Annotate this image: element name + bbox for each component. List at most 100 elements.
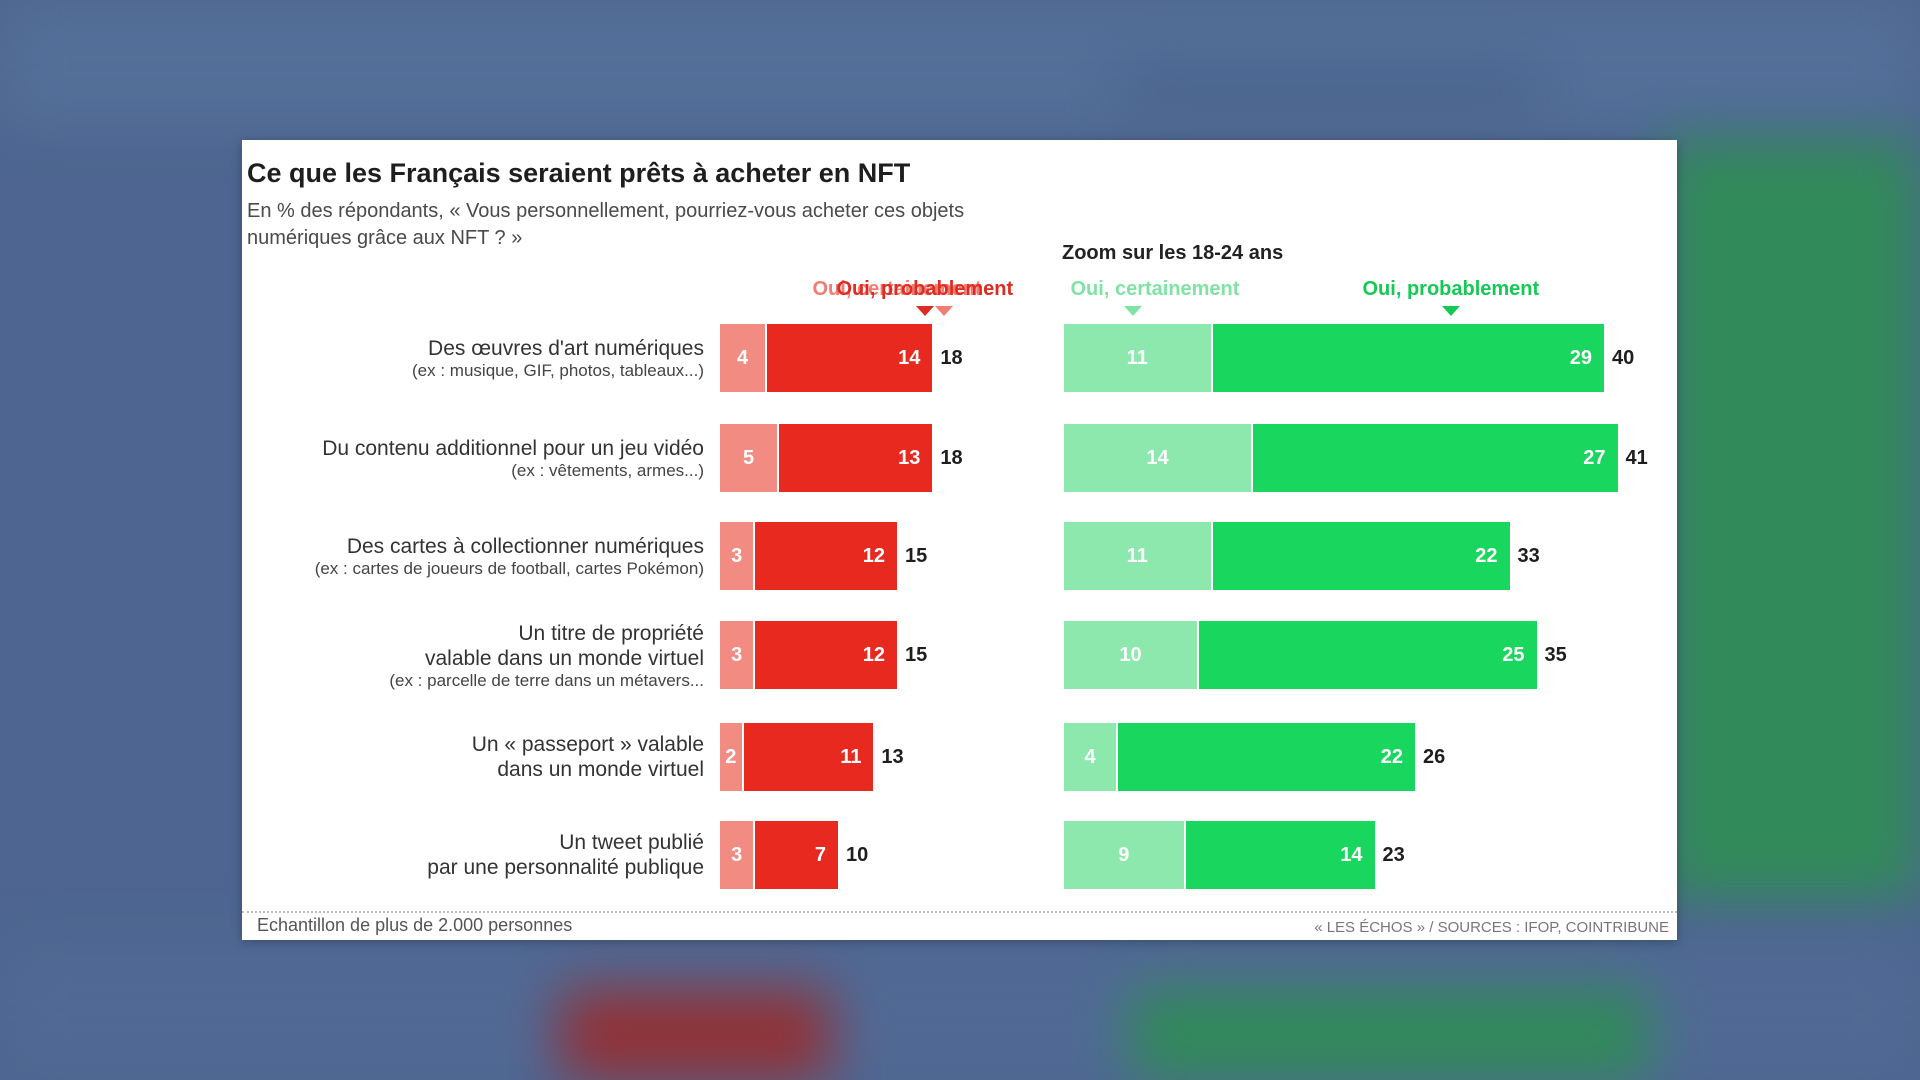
bar-certainement-all: 2 [720, 723, 742, 791]
chart-panel: Ce que les Français seraient prêts à ach… [242, 140, 1677, 940]
category-label-main: Du contenu additionnel pour un jeu vidéo [322, 437, 704, 460]
bar-total-label: 10 [846, 844, 869, 866]
category-label-main: Un tweet publié par une personnalité pub… [427, 831, 704, 879]
bar-probablement-all: 7 [755, 821, 838, 889]
bar-total-label: 23 [1382, 844, 1405, 866]
zoom-title: Zoom sur les 18-24 ans [1062, 242, 1284, 264]
category-label-main: Un titre de propriété valable dans un mo… [424, 621, 704, 670]
category-label: Du contenu additionnel pour un jeu vidéo… [322, 436, 704, 480]
category-label: Des cartes à collectionner numériques (ex… [315, 534, 704, 578]
category-label: Un tweet publié par une personnalité pub… [427, 830, 704, 880]
legend-arrow-icon [1442, 306, 1460, 316]
bar-value-label: 11 [1126, 347, 1148, 369]
bar-total-label: 33 [1517, 545, 1540, 567]
legend-item-probablement-all: Oui, probablement [836, 278, 1014, 316]
background-blur-green-bar [1130, 990, 1650, 1080]
legend-label: Oui, probablement [836, 278, 1014, 300]
bar-probablement-18-24: 22 [1118, 723, 1415, 791]
bar-probablement-all: 11 [743, 723, 874, 791]
background-blur-text [1120, 70, 1540, 110]
bar-probablement-all: 13 [779, 424, 933, 492]
bar-value-label: 27 [1583, 447, 1606, 469]
bar-value-label: 22 [1380, 746, 1403, 768]
bar-value-label: 12 [862, 545, 885, 567]
bars-all-respondents: 4 14 18 5 13 18 3 12 15 3 12 15 2 11 13 3 7 10 [720, 140, 1050, 940]
category-label: Des œuvres d'art numériques (ex : musique… [412, 336, 704, 380]
legend-label: Oui, certainement [1070, 278, 1240, 300]
legend-label: Oui, certainement [812, 278, 982, 300]
bar-value-label: 22 [1475, 545, 1498, 567]
bar-probablement-all: 12 [755, 621, 897, 689]
bar-probablement-18-24: 25 [1199, 621, 1537, 689]
category-label: Un titre de propriété valable dans un mo… [389, 621, 704, 690]
chart-title: Ce que les Français seraient prêts à ach… [247, 158, 911, 188]
bar-total-label: 18 [940, 347, 963, 369]
bar-value-label: 11 [840, 746, 862, 768]
legend-item-certainement-all: Oui, certainement [812, 278, 982, 316]
bar-value-label: 7 [814, 844, 826, 866]
bar-certainement-all: 3 [720, 821, 754, 889]
bar-certainement-all: 5 [720, 424, 777, 492]
category-label-example: (ex : parcelle de terre dans un métavers… [389, 670, 704, 690]
bar-value-label: 14 [1146, 447, 1169, 469]
background-blur-green-right [1660, 140, 1920, 900]
bar-total-label: 35 [1544, 644, 1567, 666]
bar-value-label: 5 [742, 447, 755, 469]
bar-total-label: 15 [905, 644, 928, 666]
category-label-example: (ex : musique, GIF, photos, tableaux...) [412, 361, 704, 380]
bar-value-label: 12 [862, 644, 885, 666]
category-label-main: Un « passeport » valable dans un monde v… [471, 733, 704, 781]
footer-divider [242, 911, 1677, 913]
bar-certainement-18-24: 9 [1064, 821, 1184, 889]
bar-total-label: 13 [881, 746, 904, 768]
bar-probablement-all: 12 [755, 522, 897, 590]
bar-probablement-18-24: 14 [1185, 821, 1375, 889]
background-blur-red-bar [560, 990, 830, 1080]
background-blur-top [0, 0, 1920, 130]
legend-arrow-icon [935, 306, 954, 316]
bar-value-label: 29 [1569, 347, 1592, 369]
bar-value-label: 25 [1502, 644, 1525, 666]
category-label-example: (ex : vêtements, armes...) [511, 461, 704, 480]
bar-value-label: 3 [731, 644, 743, 666]
bar-probablement-all: 14 [767, 324, 933, 392]
bar-value-label: 3 [731, 545, 743, 567]
category-label-main: Des œuvres d'art numériques [428, 337, 704, 360]
legend-label: Oui, probablement [1362, 278, 1540, 300]
legend-item-certainement-18-24: Oui, certainement [1070, 278, 1240, 316]
bar-probablement-18-24: 29 [1212, 324, 1604, 392]
bar-certainement-all: 3 [720, 621, 754, 689]
bar-value-label: 14 [898, 347, 921, 369]
bar-probablement-18-24: 27 [1253, 424, 1618, 492]
bar-value-label: 4 [737, 347, 749, 369]
bar-certainement-18-24: 11 [1064, 324, 1211, 392]
bar-value-label: 2 [725, 746, 737, 768]
bar-total-label: 26 [1423, 746, 1446, 768]
bar-value-label: 14 [1340, 844, 1363, 866]
bar-value-label: 9 [1118, 844, 1130, 866]
category-label-example: (ex : cartes de joueurs de football, car… [314, 559, 704, 578]
category-label-main: Des cartes à collectionner numériques [346, 535, 704, 558]
bar-value-label: 13 [898, 447, 921, 469]
bar-total-label: 40 [1612, 347, 1635, 369]
bar-probablement-18-24: 22 [1212, 522, 1510, 590]
bar-value-label: 4 [1084, 746, 1096, 768]
bars-18-24: 11 29 40 14 27 41 11 22 33 10 25 35 4 22 26 9 14 23 [1064, 140, 1664, 940]
bar-value-label: 11 [1126, 545, 1148, 567]
category-label: Un « passeport » valable dans un monde v… [472, 732, 704, 782]
bar-total-label: 41 [1625, 447, 1648, 469]
bar-certainement-18-24: 11 [1064, 522, 1211, 590]
bar-certainement-18-24: 10 [1064, 621, 1197, 689]
bar-certainement-all: 3 [720, 522, 754, 590]
sample-footnote: Echantillon de plus de 2.000 personnes [257, 915, 573, 935]
legend-arrow-icon [916, 306, 934, 316]
bar-value-label: 10 [1119, 644, 1142, 666]
bar-certainement-all: 4 [720, 324, 766, 392]
legend-arrow-icon [1124, 306, 1143, 316]
bar-certainement-18-24: 4 [1064, 723, 1116, 791]
chart-subtitle: En % des répondants, « Vous personnellem… [247, 200, 965, 249]
bar-total-label: 15 [905, 545, 928, 567]
bar-value-label: 3 [731, 844, 743, 866]
bar-certainement-18-24: 14 [1064, 424, 1251, 492]
